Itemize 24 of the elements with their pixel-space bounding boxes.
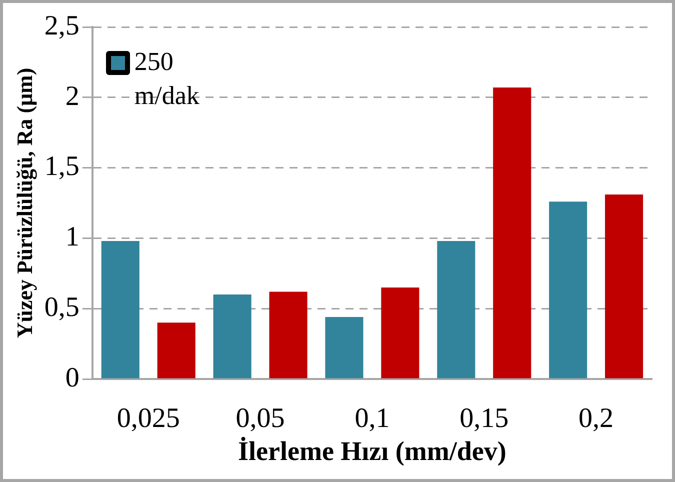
bar — [549, 202, 588, 378]
y-tick-label: 2 — [65, 80, 80, 112]
bar — [604, 194, 644, 378]
x-tick-label: 0,05 — [236, 403, 285, 434]
y-tick-label: 0,5 — [44, 292, 80, 323]
bar — [493, 88, 532, 378]
bar — [269, 292, 308, 378]
y-tick-label: 0 — [65, 362, 80, 394]
x-tick-label: 0,2 — [578, 403, 614, 434]
bar — [437, 241, 476, 378]
y-axis-title: Yüzey Pürüzlülüğü, Ra (μm) — [12, 68, 37, 338]
x-tick-label: 0,1 — [354, 403, 390, 434]
y-tick-label: 1,5 — [44, 151, 80, 182]
bar — [213, 294, 252, 378]
y-tick-label: 2,5 — [44, 10, 80, 42]
x-tick-label: 0,15 — [460, 403, 509, 434]
bar — [381, 287, 420, 378]
bar — [101, 241, 140, 378]
y-tick-label: 1 — [65, 222, 80, 253]
legend-label: 250 m/dak — [134, 46, 200, 112]
x-tick-label: 0,025 — [116, 403, 180, 434]
bar — [325, 317, 364, 378]
bar — [157, 322, 196, 378]
x-axis-title: İlerleme Hızı (mm/dev) — [238, 436, 506, 466]
